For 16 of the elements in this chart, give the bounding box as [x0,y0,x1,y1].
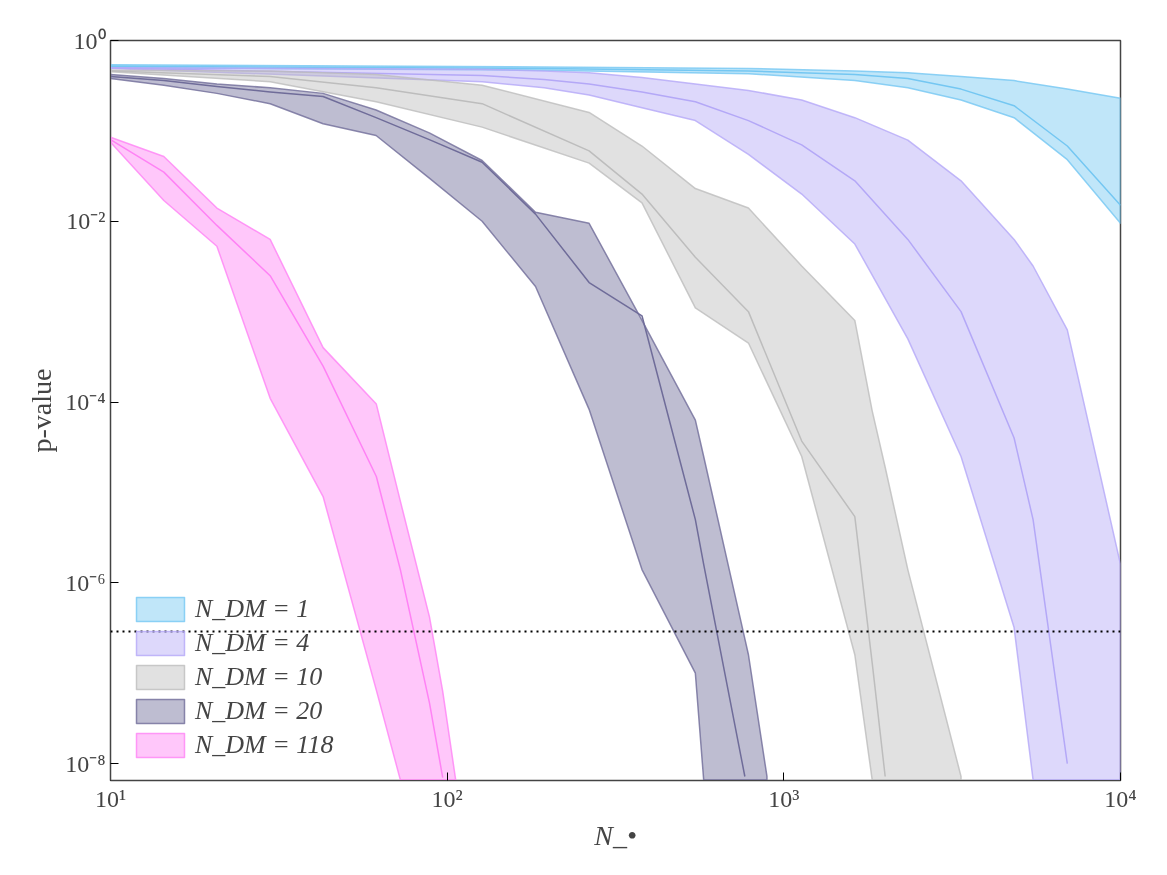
legend-label: N_DM = 10 [195,662,323,692]
legend-label: N_DM = 118 [195,730,334,760]
legend-label: N_DM = 20 [195,696,323,726]
y-tick-label: 10⁻² [66,208,106,235]
x-tick-label: 10² [431,785,463,812]
y-axis-title: p-value [26,368,58,453]
y-tick-label: 10⁻⁴ [65,389,106,416]
legend-label: N_DM = 4 [195,628,310,658]
x-tick-label: 10³ [768,785,800,812]
y-tick-label: 10⁻⁶ [65,569,106,596]
legend-label: N_DM = 1 [195,594,310,624]
x-axis-title: N_• [593,819,637,851]
x-tick-label: 10⁴ [1104,785,1137,812]
x-tick-label: 10¹ [94,785,127,812]
y-tick-label: 10⁻⁸ [65,750,106,777]
y-tick-label: 10⁰ [73,27,106,54]
